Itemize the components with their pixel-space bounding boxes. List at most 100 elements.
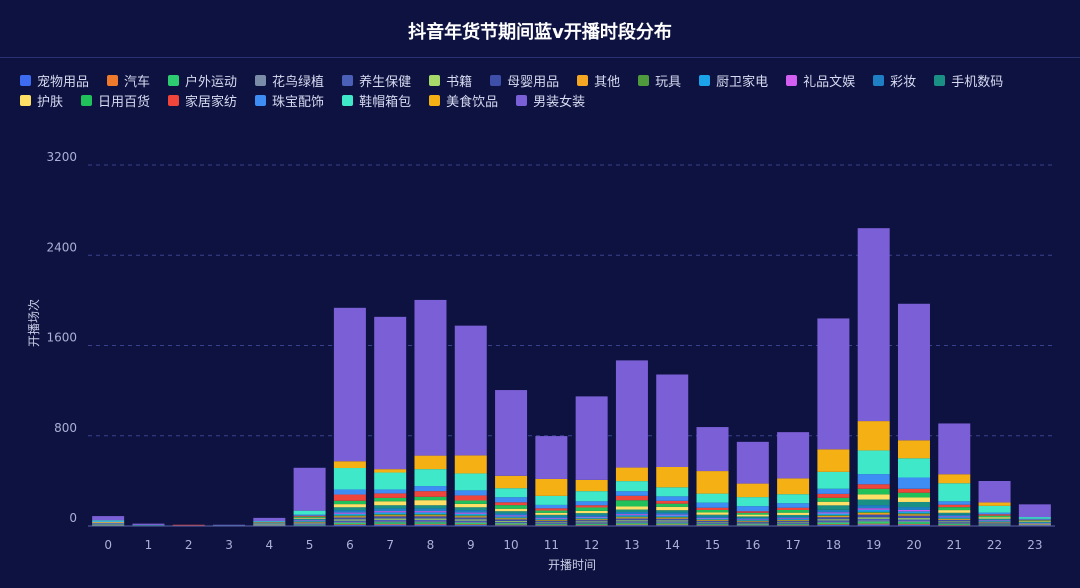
bar-segment[interactable] (414, 511, 447, 513)
legend-item[interactable]: 其他 (577, 72, 620, 90)
bar-segment[interactable] (414, 299, 447, 456)
bar-segment[interactable] (736, 521, 769, 523)
bar-segment[interactable] (414, 469, 447, 487)
legend-item[interactable]: 花鸟绿植 (255, 72, 324, 90)
bar-segment[interactable] (1018, 522, 1051, 524)
bar-segment[interactable] (615, 524, 648, 526)
bar-segment[interactable] (897, 518, 930, 520)
bar-segment[interactable] (414, 521, 447, 523)
bar-segment[interactable] (535, 508, 568, 511)
bar-segment[interactable] (897, 519, 930, 522)
bar-segment[interactable] (495, 502, 528, 506)
bar-segment[interactable] (293, 524, 326, 526)
bar-segment[interactable] (414, 508, 447, 512)
bar-segment[interactable] (575, 510, 608, 514)
bar-segment[interactable] (857, 450, 890, 475)
bar-segment[interactable] (615, 509, 648, 513)
bar-segment[interactable] (615, 520, 648, 522)
bar-segment[interactable] (978, 523, 1011, 525)
bar-segment[interactable] (495, 516, 528, 518)
bar-segment[interactable] (374, 316, 407, 470)
legend-item[interactable]: 珠宝配饰 (255, 92, 324, 110)
bar-segment[interactable] (535, 524, 568, 526)
bar-segment[interactable] (897, 477, 930, 489)
bar-segment[interactable] (938, 523, 971, 524)
bar-segment[interactable] (656, 506, 689, 511)
bar-segment[interactable] (978, 515, 1011, 518)
bar-segment[interactable] (495, 508, 528, 512)
legend-item[interactable]: 厨卫家电 (699, 72, 768, 90)
bar-segment[interactable] (454, 512, 487, 514)
bar-segment[interactable] (374, 521, 407, 523)
bar-segment[interactable] (615, 481, 648, 492)
bar-segment[interactable] (938, 512, 971, 515)
bar-segment[interactable] (817, 505, 850, 510)
bar-segment[interactable] (374, 516, 407, 519)
bar-segment[interactable] (213, 524, 246, 526)
bar-segment[interactable] (817, 449, 850, 472)
bar-segment[interactable] (615, 495, 648, 501)
bar-segment[interactable] (454, 517, 487, 520)
bar-segment[interactable] (857, 509, 890, 512)
bar-segment[interactable] (938, 519, 971, 521)
bar-segment[interactable] (414, 524, 447, 526)
bar-segment[interactable] (374, 505, 407, 509)
bar-segment[interactable] (857, 517, 890, 519)
bar-segment[interactable] (656, 487, 689, 497)
bar-segment[interactable] (374, 497, 407, 502)
bar-segment[interactable] (615, 517, 648, 519)
bar-segment[interactable] (736, 506, 769, 512)
bar-segment[interactable] (656, 514, 689, 516)
bar-segment[interactable] (414, 505, 447, 509)
bar-segment[interactable] (696, 519, 729, 521)
bar-segment[interactable] (978, 519, 1011, 521)
bar-segment[interactable] (575, 524, 608, 526)
bar-segment[interactable] (817, 501, 850, 506)
bar-segment[interactable] (1018, 520, 1051, 522)
bar-segment[interactable] (92, 521, 125, 523)
bar-segment[interactable] (615, 523, 648, 525)
bar-segment[interactable] (333, 494, 366, 501)
bar-segment[interactable] (575, 516, 608, 518)
bar-segment[interactable] (92, 523, 125, 525)
bar-segment[interactable] (656, 496, 689, 501)
bar-segment[interactable] (857, 494, 890, 500)
bar-segment[interactable] (333, 515, 366, 517)
bar-segment[interactable] (736, 441, 769, 484)
bar-segment[interactable] (897, 511, 930, 514)
bar-segment[interactable] (333, 504, 366, 508)
bar-segment[interactable] (736, 519, 769, 520)
bar-segment[interactable] (374, 469, 407, 473)
bar-segment[interactable] (817, 515, 850, 517)
bar-segment[interactable] (333, 468, 366, 490)
bar-segment[interactable] (656, 500, 689, 504)
bar-segment[interactable] (696, 524, 729, 526)
bar-segment[interactable] (615, 512, 648, 515)
bar-segment[interactable] (575, 515, 608, 517)
bar-segment[interactable] (92, 521, 125, 522)
bar-segment[interactable] (897, 509, 930, 512)
legend-item[interactable]: 汽车 (107, 72, 150, 90)
bar-segment[interactable] (817, 520, 850, 522)
bar-segment[interactable] (857, 499, 890, 506)
bar-segment[interactable] (1018, 518, 1051, 520)
bar-segment[interactable] (978, 520, 1011, 521)
legend-item[interactable]: 手机数码 (934, 72, 1003, 90)
bar-segment[interactable] (857, 524, 890, 526)
bar-segment[interactable] (495, 518, 528, 520)
legend-item[interactable]: 彩妆 (873, 72, 916, 90)
bar-segment[interactable] (333, 510, 366, 513)
bar-segment[interactable] (495, 497, 528, 503)
bar-segment[interactable] (495, 519, 528, 521)
bar-segment[interactable] (615, 516, 648, 518)
bar-segment[interactable] (414, 512, 447, 515)
bar-segment[interactable] (857, 508, 890, 510)
bar-segment[interactable] (615, 521, 648, 523)
bar-segment[interactable] (495, 517, 528, 519)
bar-segment[interactable] (897, 458, 930, 478)
bar-segment[interactable] (414, 522, 447, 524)
bar-segment[interactable] (253, 523, 286, 525)
bar-segment[interactable] (92, 522, 125, 524)
bar-segment[interactable] (535, 495, 568, 505)
bar-segment[interactable] (857, 520, 890, 522)
